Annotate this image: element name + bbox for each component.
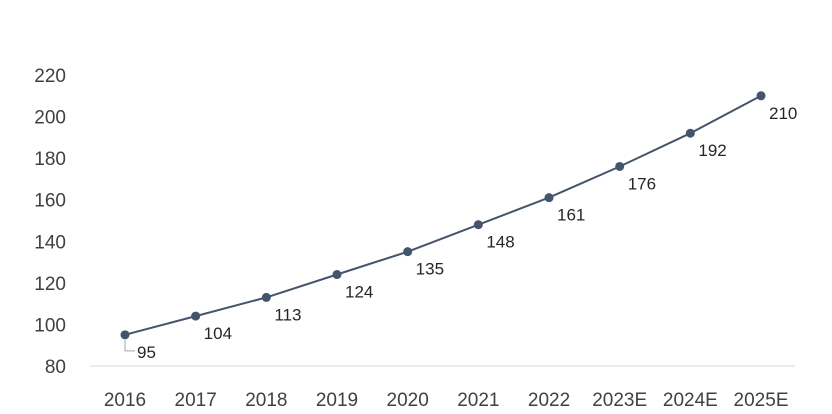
data-label: 113 xyxy=(274,305,301,324)
data-point-marker xyxy=(261,292,271,302)
data-point-marker xyxy=(756,91,766,101)
label-leader-lines xyxy=(124,339,135,352)
data-point-marker xyxy=(544,193,554,203)
y-tick-label: 220 xyxy=(34,66,66,87)
series-line xyxy=(124,94,762,336)
data-point-marker xyxy=(120,330,130,340)
y-tick-label: 180 xyxy=(34,149,66,170)
y-tick-label: 100 xyxy=(34,315,66,336)
x-axis-tick-labels: 2016 2017 2018 2019 2020 2021 2022 2023E 2024E 20… xyxy=(104,390,789,411)
x-tick-label: 2023E xyxy=(592,390,647,411)
data-point-marker xyxy=(403,247,413,257)
y-tick-label: 160 xyxy=(34,191,66,212)
x-tick-label: 2020 xyxy=(387,390,429,411)
y-tick-label: 140 xyxy=(34,232,66,253)
x-tick-label: 2021 xyxy=(457,390,499,411)
data-label: 135 xyxy=(416,260,444,279)
x-tick-label: 2024E xyxy=(663,390,718,411)
data-point-marker xyxy=(685,128,695,138)
data-label: 95 xyxy=(137,343,156,362)
data-label: 176 xyxy=(628,174,656,193)
y-tick-label: 80 xyxy=(45,357,66,378)
series-markers xyxy=(120,91,766,340)
data-point-marker xyxy=(473,220,483,230)
x-tick-label: 2025E xyxy=(734,390,789,411)
data-point-marker xyxy=(191,311,201,321)
x-tick-label: 2019 xyxy=(316,390,358,411)
y-tick-label: 200 xyxy=(34,108,66,129)
x-tick-label: 2022 xyxy=(528,390,570,411)
data-label: 148 xyxy=(486,233,514,252)
x-tick-label: 2018 xyxy=(245,390,287,411)
data-label: 161 xyxy=(557,206,585,225)
y-axis-tick-labels: 80 100 120 140 160 180 200 220 xyxy=(34,66,66,378)
data-label-leader-line xyxy=(124,339,135,352)
data-point-marker xyxy=(332,270,342,280)
x-tick-label: 2016 xyxy=(104,390,146,411)
data-label: 210 xyxy=(769,104,797,123)
data-label: 124 xyxy=(345,283,373,302)
y-tick-label: 120 xyxy=(34,274,66,295)
data-point-marker xyxy=(615,161,625,171)
x-tick-label: 2017 xyxy=(175,390,217,411)
data-label: 104 xyxy=(204,324,232,343)
data-labels: 95 104 113 124 135 148 161 176 192 210 xyxy=(137,104,797,362)
data-label: 192 xyxy=(698,141,726,160)
